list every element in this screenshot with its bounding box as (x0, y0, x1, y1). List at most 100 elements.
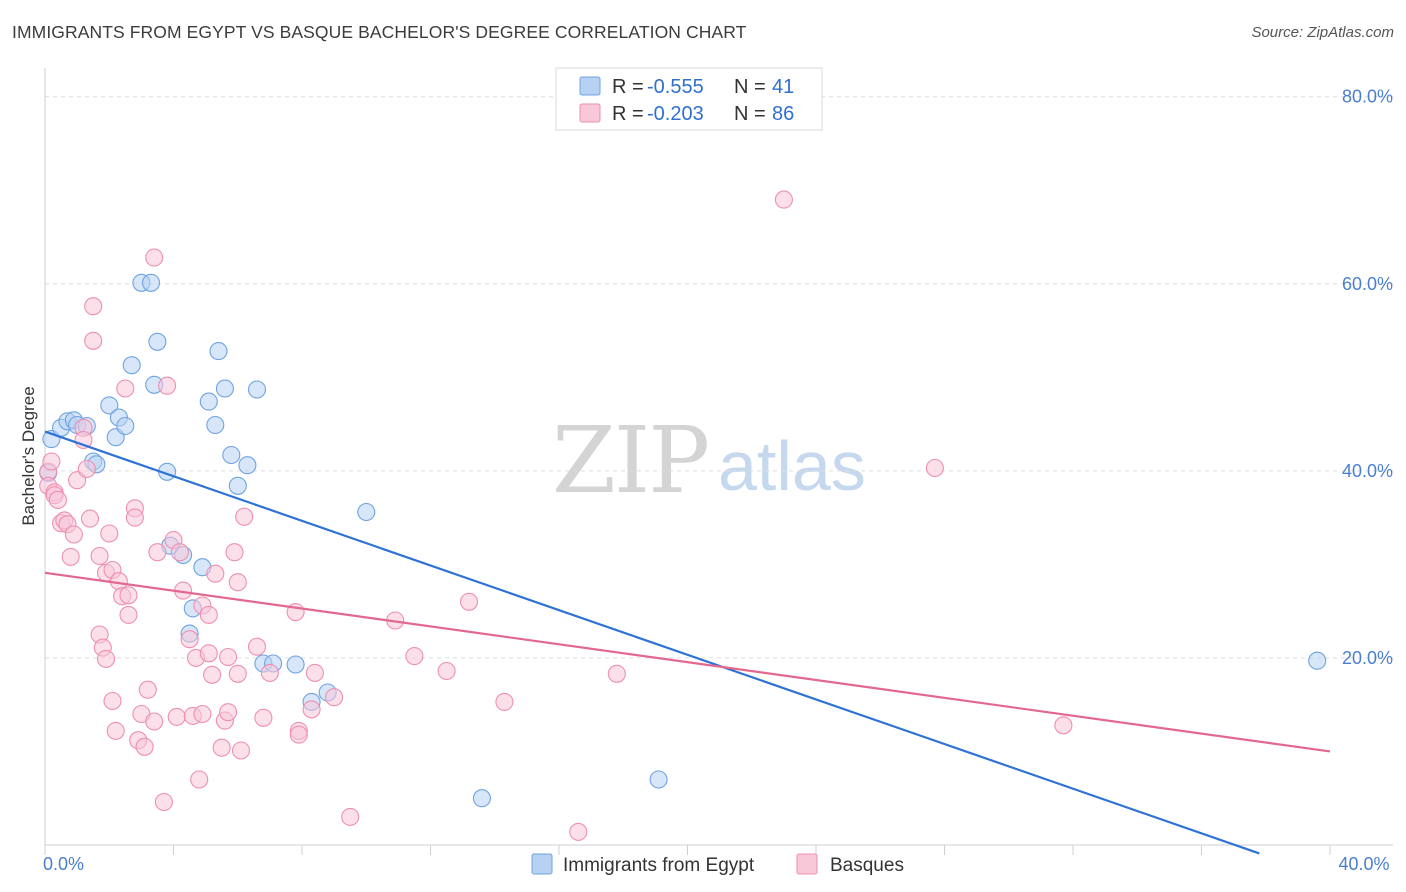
point-basques (607, 664, 626, 683)
legend-r-value: -0.555 (647, 76, 704, 98)
bottom-legend-swatch-egypt (531, 853, 553, 875)
point-basques (135, 737, 154, 756)
point-egypt (141, 273, 161, 292)
point-basques (495, 692, 514, 711)
bottom-legend-label-basques: Basques (830, 855, 904, 876)
watermark-atlas: atlas (718, 427, 866, 505)
point-basques (154, 792, 173, 812)
point-basques (254, 708, 273, 727)
y-tick-labels: 20.0% 40.0% 60.0% 80.0% (1342, 87, 1393, 668)
x-ticks (44, 845, 1331, 855)
chart-title: IMMIGRANTS FROM EGYPT VS BASQUE BACHELOR… (12, 22, 747, 42)
point-basques (96, 649, 116, 668)
point-basques (180, 630, 199, 649)
point-basques (103, 691, 122, 711)
point-egypt (357, 502, 376, 522)
point-basques (125, 508, 144, 527)
point-basques (170, 543, 189, 562)
legend-r-label: R = (612, 103, 644, 125)
point-basques (247, 637, 267, 656)
y-tick-label: 20.0% (1342, 648, 1393, 668)
legend-n-value: 86 (772, 103, 794, 125)
point-basques (116, 379, 135, 398)
point-basques (119, 586, 138, 605)
bottom-legend-swatch-basques (796, 853, 818, 875)
x-tick-label: 0.0% (43, 854, 84, 874)
point-basques (325, 688, 344, 707)
point-basques (90, 546, 109, 566)
trendline-basques (44, 571, 1331, 753)
point-basques (190, 770, 209, 789)
bottom-legend-label-egypt: Immigrants from Egypt (563, 855, 755, 876)
point-basques (260, 663, 279, 682)
legend-n-label: N = (734, 76, 766, 98)
point-basques (199, 605, 218, 624)
legend-n-label: N = (734, 103, 766, 125)
point-basques (84, 331, 103, 350)
point-egypt (199, 392, 218, 411)
point-egypt (228, 476, 247, 495)
point-basques (225, 543, 244, 562)
point-basques (100, 524, 119, 543)
point-basques (437, 661, 456, 681)
point-basques (77, 459, 96, 479)
gridlines (45, 96, 1393, 659)
point-basques (305, 663, 324, 682)
y-tick-label: 60.0% (1342, 274, 1393, 294)
point-basques (289, 725, 308, 744)
series-egypt-points (39, 273, 1327, 808)
point-basques (119, 605, 138, 624)
point-basques (80, 509, 100, 528)
trendline-egypt (44, 430, 1260, 855)
point-basques (228, 664, 247, 683)
point-basques (106, 721, 125, 740)
legend-n-value: 41 (772, 76, 794, 98)
point-basques (206, 564, 225, 583)
point-basques (64, 525, 83, 544)
point-basques (145, 248, 164, 267)
point-egypt (100, 396, 119, 415)
point-basques (138, 680, 157, 699)
point-egypt (247, 380, 267, 399)
legend-swatch-basques (579, 103, 601, 123)
point-basques (167, 707, 186, 726)
point-egypt (209, 342, 228, 361)
point-egypt (472, 789, 491, 808)
point-egypt (122, 356, 141, 375)
point-basques (48, 490, 67, 509)
point-egypt (116, 416, 135, 436)
watermark: ZIP atlas (552, 407, 866, 514)
point-egypt (148, 332, 167, 351)
point-basques (235, 507, 254, 526)
point-basques (84, 297, 103, 316)
point-basques (925, 458, 944, 478)
watermark-zip: ZIP (552, 407, 708, 514)
x-tick-labels: 0.0% 40.0% (43, 854, 1390, 874)
series-basques-points (39, 190, 1073, 841)
point-basques (212, 738, 231, 757)
point-basques (158, 376, 177, 395)
point-basques (228, 573, 247, 592)
trend-lines (44, 430, 1331, 855)
point-basques (1054, 716, 1073, 735)
point-egypt (238, 456, 257, 475)
x-tick-label: 40.0% (1338, 854, 1389, 874)
point-egypt (649, 770, 668, 789)
point-basques (231, 741, 251, 760)
point-basques (219, 647, 238, 667)
point-basques (199, 644, 218, 663)
point-basques (569, 822, 588, 841)
legend-swatch-egypt (579, 76, 601, 96)
point-egypt (206, 415, 225, 435)
legend-r-value: -0.203 (647, 103, 704, 125)
legend-r-label: R = (612, 76, 644, 98)
source-label: Source: ZipAtlas.com (1251, 24, 1394, 41)
point-basques (302, 700, 321, 719)
bottom-legend: Immigrants from Egypt Basques (531, 853, 904, 876)
point-egypt (286, 655, 305, 674)
point-egypt (222, 445, 241, 465)
point-basques (203, 665, 222, 684)
point-basques (405, 647, 424, 666)
point-basques (459, 592, 479, 611)
